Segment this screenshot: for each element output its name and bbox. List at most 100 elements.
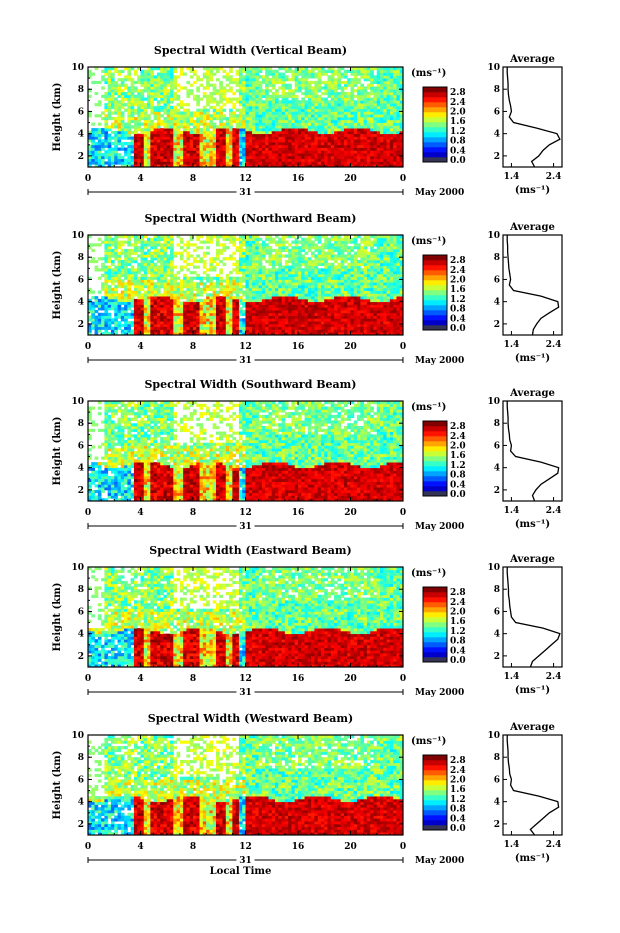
heatmap-cell [347, 117, 351, 120]
heatmap-cell [268, 318, 272, 321]
heatmap-cell [108, 86, 112, 89]
heatmap-cell [121, 78, 125, 81]
heatmap-cell [272, 238, 276, 241]
heatmap-cell [157, 128, 161, 131]
heatmap-cell [127, 123, 131, 126]
heatmap-cell [370, 103, 374, 106]
heatmap-cell [377, 159, 381, 162]
heatmap-cell [186, 139, 190, 142]
heatmap-cell [193, 285, 197, 288]
heatmap-cell [275, 123, 279, 126]
heatmap-cell [154, 125, 158, 128]
heatmap-cell [180, 125, 184, 128]
heatmap-cell [160, 92, 164, 95]
heatmap-cell [255, 246, 259, 249]
heatmap-cell [229, 329, 233, 332]
heatmap-cell [127, 159, 131, 162]
heatmap-cell [370, 111, 374, 114]
heatmap-cell [268, 134, 272, 137]
heatmap-cell [190, 75, 194, 78]
heatmap-cell [101, 321, 105, 324]
heatmap-cell [252, 321, 256, 324]
heatmap-cell [255, 310, 259, 313]
heatmap-cell [255, 78, 259, 81]
heatmap-cell [216, 131, 220, 134]
heatmap-cell [259, 145, 263, 148]
heatmap-cell [118, 304, 122, 307]
heatmap-cell [272, 254, 276, 257]
heatmap-cell [196, 134, 200, 137]
heatmap-cell [318, 150, 322, 153]
heatmap-cell [337, 95, 341, 98]
heatmap-cell [268, 81, 272, 84]
heatmap-cell [104, 321, 108, 324]
heatmap-cell [154, 109, 158, 112]
heatmap-cell [242, 120, 246, 123]
heatmap-cell [203, 131, 207, 134]
heatmap-cell [295, 100, 299, 103]
heatmap-cell [226, 324, 230, 327]
heatmap-cell [157, 266, 161, 269]
heatmap-cell [200, 291, 204, 294]
heatmap-cell [239, 252, 243, 255]
heatmap-cell [124, 274, 128, 277]
heatmap-cell [150, 246, 154, 249]
heatmap-cell [367, 100, 371, 103]
heatmap-cell [127, 156, 131, 159]
heatmap-cell [380, 125, 384, 128]
heatmap-cell [321, 73, 325, 76]
heatmap-cell [298, 159, 302, 162]
heatmap-cell [154, 257, 158, 260]
heatmap-cell [180, 318, 184, 321]
heatmap-cell [180, 304, 184, 307]
heatmap-cell [226, 125, 230, 128]
heatmap-cell [268, 161, 272, 164]
heatmap-cell [213, 114, 217, 117]
heatmap-cell [177, 131, 181, 134]
heatmap-cell [114, 70, 118, 73]
heatmap-cell [268, 103, 272, 106]
heatmap-cell [285, 321, 289, 324]
heatmap-cell [141, 117, 145, 120]
heatmap-cell [114, 159, 118, 162]
heatmap-cell [183, 285, 187, 288]
heatmap-cell [180, 142, 184, 145]
heatmap-cell [331, 123, 335, 126]
heatmap-cell [288, 249, 292, 252]
heatmap-cell [259, 304, 263, 307]
heatmap-cell [311, 156, 315, 159]
heatmap-cell [291, 277, 295, 280]
heatmap-cell [121, 291, 125, 294]
heatmap-cell [108, 89, 112, 92]
heatmap-cell [341, 117, 345, 120]
heatmap-cell [373, 98, 377, 101]
heatmap-cell [163, 139, 167, 142]
heatmap-cell [364, 70, 368, 73]
heatmap-cell [357, 95, 361, 98]
heatmap-cell [193, 318, 197, 321]
heatmap-cell [268, 299, 272, 302]
heatmap-cell [170, 263, 174, 266]
heatmap-cell [298, 89, 302, 92]
heatmap-cell [249, 131, 253, 134]
heatmap-cell [314, 128, 318, 131]
heatmap-cell [278, 114, 282, 117]
heatmap-cell [341, 75, 345, 78]
heatmap-cell [265, 159, 269, 162]
heatmap-cell [324, 123, 328, 126]
heatmap-cell [108, 103, 112, 106]
heatmap-cell [239, 271, 243, 274]
heatmap-cell [278, 288, 282, 291]
heatmap-cell [295, 139, 299, 142]
heatmap-cell [118, 302, 122, 305]
heatmap-cell [354, 125, 358, 128]
heatmap-cell [104, 307, 108, 310]
heatmap-cell [114, 109, 118, 112]
heatmap-cell [291, 134, 295, 137]
heatmap-cell [157, 299, 161, 302]
heatmap-cell [268, 106, 272, 109]
heatmap-cell [141, 111, 145, 114]
heatmap-cell [134, 161, 138, 164]
heatmap-cell [157, 123, 161, 126]
heatmap-cell [196, 282, 200, 285]
